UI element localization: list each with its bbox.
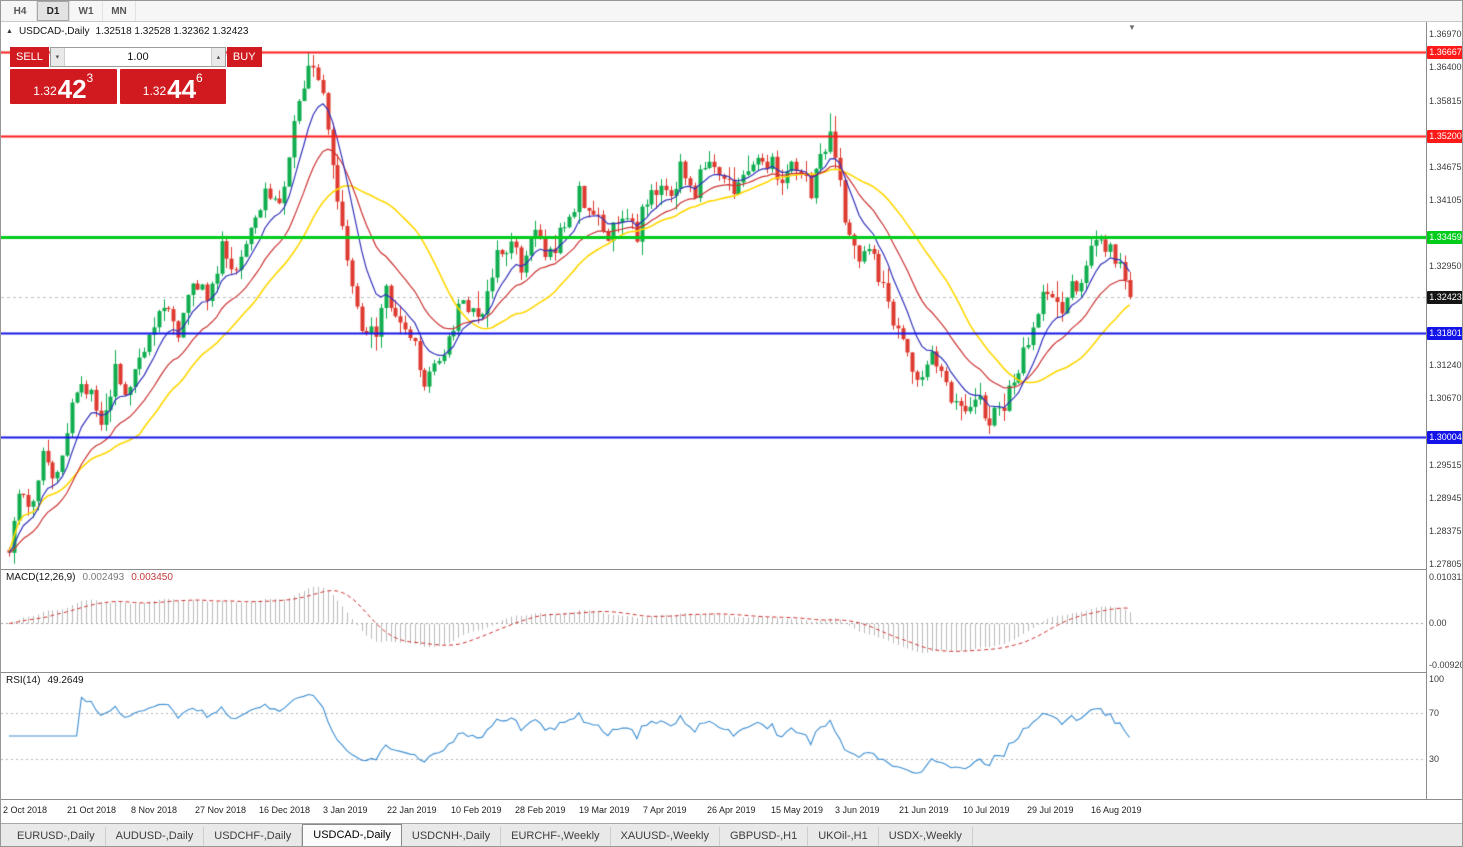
- chart-tab-usdcad[interactable]: USDCAD-,Daily: [302, 824, 402, 846]
- chart-tab-usdx[interactable]: USDX-,Weekly: [879, 827, 973, 846]
- date-axis-label: 29 Jul 2019: [1027, 805, 1074, 815]
- price-axis-label: 1.30670: [1429, 393, 1462, 404]
- date-axis-label: 10 Feb 2019: [451, 805, 502, 815]
- bar-shift-marker-icon: ▼: [1128, 23, 1136, 32]
- macd-indicator-canvas[interactable]: [1, 570, 1426, 672]
- price-axis-label: 1.36400: [1429, 61, 1462, 72]
- macd-panel-divider[interactable]: [1, 569, 1462, 570]
- chart-symbol-header: ▲ USDCAD-,Daily 1.32518 1.32528 1.32362 …: [6, 26, 248, 37]
- sell-price-display[interactable]: 1.32 42 3: [10, 69, 117, 104]
- price-axis-label: 1.34105: [1429, 194, 1462, 205]
- macd-axis-label: -0.009203: [1429, 660, 1462, 670]
- rsi-axis-label: 70: [1429, 708, 1440, 719]
- price-axis-label: 1.28945: [1429, 493, 1462, 504]
- sell-button[interactable]: SELL: [10, 47, 49, 67]
- date-axis-label: 3 Jun 2019: [835, 805, 880, 815]
- buy-price-pipette: 6: [196, 71, 203, 85]
- chart-tab-eurchf[interactable]: EURCHF-,Weekly: [501, 827, 611, 846]
- date-axis-label: 27 Nov 2018: [195, 805, 247, 815]
- rsi-panel-divider[interactable]: [1, 672, 1462, 673]
- date-axis-label: 16 Dec 2018: [259, 805, 311, 815]
- price-axis[interactable]: 1.36970 1.36400 1.35815 1.34675 1.34105 1.329…: [1427, 22, 1463, 799]
- chart-tab-xauusd[interactable]: XAUUSD-,Weekly: [611, 827, 720, 846]
- price-level-tag: 1.33459: [1427, 231, 1462, 245]
- date-axis-label: 22 Jan 2019: [387, 805, 437, 815]
- date-axis-label: 7 Apr 2019: [643, 805, 687, 815]
- one-click-panel-toggle-icon[interactable]: ▲: [6, 28, 13, 35]
- date-axis-label: 2 Oct 2018: [3, 805, 48, 815]
- sell-price-pipette: 3: [86, 71, 94, 85]
- chart-tab-eurusd[interactable]: EURUSD-,Daily: [7, 827, 106, 846]
- price-axis-border: [1426, 22, 1427, 799]
- date-axis[interactable]: 2 Oct 2018 21 Oct 2018 8 Nov 2018 27 Nov 20…: [1, 800, 1426, 823]
- one-click-trading-panel: SELL ▾ ▴ BUY 1.32 42 3 1.32 44 6: [10, 47, 262, 104]
- chart-tab-usdchf[interactable]: USDCHF-,Daily: [204, 827, 303, 846]
- date-axis-label: 21 Jun 2019: [899, 805, 949, 815]
- rsi-value: 49.2649: [47, 675, 84, 686]
- price-level-tag: 1.36667: [1427, 45, 1462, 59]
- timeframe-button-d1[interactable]: D1: [37, 1, 70, 21]
- date-axis-label: 19 Mar 2019: [579, 805, 630, 815]
- ohlc-values: 1.32518 1.32528 1.32362 1.32423: [95, 26, 249, 37]
- price-level-tag: 1.31801: [1427, 326, 1462, 340]
- chart-tab-audusd[interactable]: AUDUSD-,Daily: [106, 827, 205, 846]
- buy-price-display[interactable]: 1.32 44 6: [119, 69, 226, 104]
- timeframe-toolbar: H4 D1 W1 MN: [1, 1, 1462, 22]
- rsi-indicator-canvas[interactable]: [1, 673, 1426, 799]
- chart-tab-ukoil[interactable]: UKOil-,H1: [808, 827, 879, 846]
- price-axis-label: 1.32950: [1429, 261, 1462, 272]
- date-axis-label: 28 Feb 2019: [515, 805, 566, 815]
- date-axis-label: 15 May 2019: [771, 805, 824, 815]
- current-price-tag: 1.32423: [1427, 290, 1462, 304]
- timeframe-button-h4[interactable]: H4: [4, 1, 37, 21]
- rsi-label: RSI(14) 49.2649: [6, 675, 84, 686]
- price-level-tag: 1.35200: [1427, 130, 1462, 144]
- macd-label: MACD(12,26,9) 0.002493 0.003450: [6, 572, 173, 583]
- symbol-tab-bar: EURUSD-,Daily AUDUSD-,Daily USDCHF-,Daily U…: [1, 823, 1462, 846]
- price-axis-label: 1.31240: [1429, 360, 1462, 371]
- rsi-name: RSI(14): [6, 675, 41, 686]
- date-axis-label: 21 Oct 2018: [67, 805, 117, 815]
- chart-tab-gbpusd[interactable]: GBPUSD-,H1: [720, 827, 809, 846]
- symbol-period-label: USDCAD-,Daily: [18, 26, 90, 37]
- sell-price-big: 42: [57, 74, 87, 104]
- price-axis-label: 1.34675: [1429, 161, 1462, 172]
- rsi-axis-label: 100: [1429, 674, 1445, 684]
- macd-axis-label: 0.00: [1429, 618, 1447, 629]
- volume-input[interactable]: [64, 48, 211, 66]
- price-axis-label: 1.28375: [1429, 526, 1462, 537]
- macd-signal-value: 0.003450: [131, 572, 173, 583]
- chart-tab-usdcnh[interactable]: USDCNH-,Daily: [402, 827, 502, 846]
- macd-axis-label: 0.010311: [1429, 572, 1463, 582]
- price-axis-label: 1.35815: [1429, 95, 1462, 106]
- volume-decrease-icon[interactable]: ▾: [50, 48, 65, 66]
- price-level-tag: 1.30004: [1427, 430, 1462, 444]
- price-axis-label: 1.27805: [1429, 559, 1462, 569]
- date-axis-label: 3 Jan 2019: [323, 805, 368, 815]
- price-axis-label: 1.36970: [1429, 29, 1462, 39]
- macd-main-value: 0.002493: [82, 572, 125, 583]
- buy-price-big: 44: [167, 74, 197, 104]
- date-axis-label: 8 Nov 2018: [131, 805, 178, 815]
- timeframe-button-w1[interactable]: W1: [70, 1, 103, 21]
- date-axis-divider: [1, 799, 1462, 800]
- macd-name: MACD(12,26,9): [6, 572, 76, 583]
- volume-spinbox: ▾ ▴: [49, 47, 226, 67]
- date-axis-label: 10 Jul 2019: [963, 805, 1010, 815]
- price-axis-label: 1.29515: [1429, 460, 1462, 471]
- date-axis-label: 16 Aug 2019: [1091, 805, 1142, 815]
- buy-button[interactable]: BUY: [226, 47, 262, 67]
- volume-increase-icon[interactable]: ▴: [210, 48, 225, 66]
- main-chart-canvas[interactable]: [1, 22, 1426, 569]
- date-axis-label: 26 Apr 2019: [707, 805, 756, 815]
- sell-price-prefix: 1.32: [33, 84, 57, 98]
- timeframe-button-mn[interactable]: MN: [103, 1, 136, 21]
- buy-price-prefix: 1.32: [142, 84, 167, 98]
- rsi-axis-label: 30: [1429, 753, 1440, 764]
